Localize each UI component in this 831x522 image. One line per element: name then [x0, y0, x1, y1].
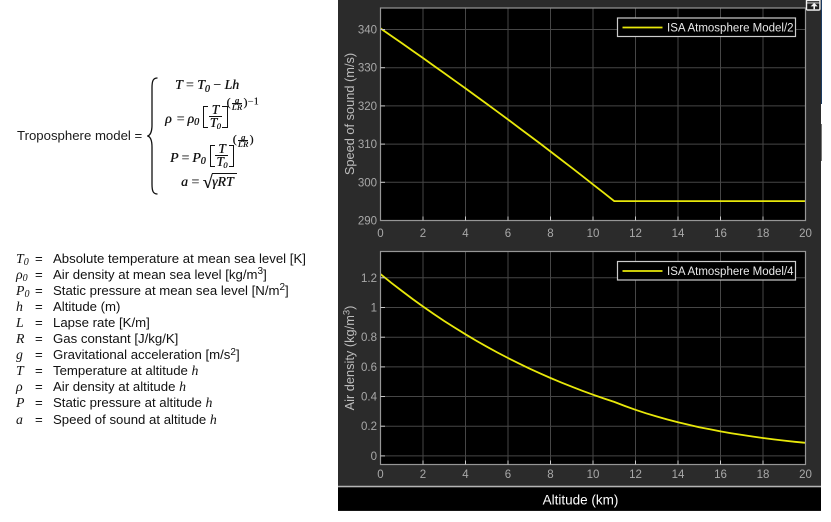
svg-text:14: 14 [672, 228, 685, 240]
svg-text:0.8: 0.8 [361, 332, 377, 344]
svg-text:20: 20 [799, 469, 812, 481]
svg-text:4: 4 [462, 228, 469, 240]
svg-text:290: 290 [358, 216, 377, 228]
svg-text:12: 12 [629, 469, 642, 481]
svg-text:16: 16 [714, 228, 727, 240]
svg-text:8: 8 [547, 469, 553, 481]
svg-text:ISA Atmosphere Model/4: ISA Atmosphere Model/4 [667, 266, 794, 278]
svg-text:14: 14 [672, 469, 685, 481]
svg-text:20: 20 [799, 228, 812, 240]
svg-text:0.6: 0.6 [361, 362, 377, 374]
svg-text:0: 0 [371, 451, 377, 463]
svg-text:6: 6 [505, 469, 511, 481]
svg-text:0.4: 0.4 [361, 392, 378, 404]
svg-text:330: 330 [358, 63, 377, 75]
svg-text:12: 12 [629, 228, 642, 240]
svg-text:1: 1 [371, 303, 377, 315]
svg-text:Speed of sound (m/s): Speed of sound (m/s) [342, 53, 357, 175]
svg-text:4: 4 [462, 469, 469, 481]
svg-text:0.2: 0.2 [361, 421, 377, 433]
svg-text:300: 300 [358, 177, 377, 189]
svg-text:Air density (kg/m3): Air density (kg/m3) [342, 306, 358, 411]
svg-text:310: 310 [358, 139, 377, 151]
svg-text:18: 18 [757, 469, 770, 481]
svg-text:0: 0 [377, 228, 383, 240]
svg-text:2: 2 [420, 469, 426, 481]
svg-text:10: 10 [587, 228, 600, 240]
svg-text:340: 340 [358, 25, 377, 37]
svg-text:0: 0 [377, 469, 383, 481]
svg-text:10: 10 [587, 469, 600, 481]
svg-text:1.2: 1.2 [361, 273, 377, 285]
svg-text:16: 16 [714, 469, 727, 481]
svg-text:6: 6 [505, 228, 511, 240]
svg-text:320: 320 [358, 101, 377, 113]
svg-text:ISA Atmosphere Model/2: ISA Atmosphere Model/2 [667, 23, 794, 35]
svg-text:Altitude (km): Altitude (km) [543, 493, 619, 508]
svg-text:8: 8 [547, 228, 553, 240]
svg-text:18: 18 [757, 228, 770, 240]
svg-text:2: 2 [420, 228, 426, 240]
